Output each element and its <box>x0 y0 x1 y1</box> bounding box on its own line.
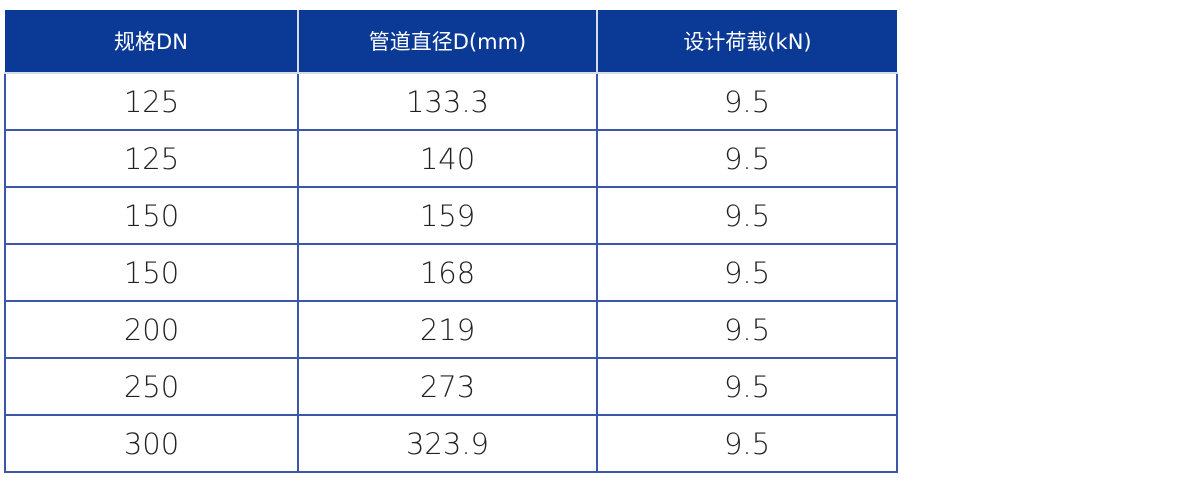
table-header: 规格DN 管道直径D(mm) 设计荷载(kN) <box>5 10 897 74</box>
table-cell: 133.3 <box>297 72 598 131</box>
table-row: 150 168 9.5 <box>4 243 898 302</box>
table-row: 200 219 9.5 <box>4 300 898 359</box>
table-row: 300 323.9 9.5 <box>4 414 898 473</box>
table-cell: 125 <box>4 72 299 131</box>
table-row: 125 133.3 9.5 <box>4 72 898 131</box>
table-cell: 273 <box>297 357 598 416</box>
table-cell: 9.5 <box>596 72 898 131</box>
table-cell: 323.9 <box>297 414 598 473</box>
table-cell: 168 <box>297 243 598 302</box>
table-cell: 9.5 <box>596 357 898 416</box>
spec-table: 规格DN 管道直径D(mm) 设计荷载(kN) 125 133.3 9.5 125 140 9… <box>4 10 898 473</box>
table-cell: 159 <box>297 186 598 245</box>
header-cell: 设计荷载(kN) <box>596 10 897 74</box>
table-row: 250 273 9.5 <box>4 357 898 416</box>
table-body: 125 133.3 9.5 125 140 9.5 150 159 9.5 150 168 9.5 20… <box>4 72 898 473</box>
table-cell: 9.5 <box>596 129 898 188</box>
header-cell: 管道直径D(mm) <box>297 10 598 74</box>
header-cell: 规格DN <box>5 10 299 74</box>
table-cell: 9.5 <box>596 414 898 473</box>
table-cell: 250 <box>4 357 299 416</box>
table-container: 规格DN 管道直径D(mm) 设计荷载(kN) 125 133.3 9.5 125 140 9… <box>4 10 898 473</box>
table-cell: 150 <box>4 186 299 245</box>
table-cell: 9.5 <box>596 243 898 302</box>
table-cell: 200 <box>4 300 299 359</box>
table-cell: 150 <box>4 243 299 302</box>
table-cell: 140 <box>297 129 598 188</box>
table-cell: 9.5 <box>596 186 898 245</box>
table-cell: 300 <box>4 414 299 473</box>
table-row: 150 159 9.5 <box>4 186 898 245</box>
table-cell: 219 <box>297 300 598 359</box>
header-row: 规格DN 管道直径D(mm) 设计荷载(kN) <box>5 10 897 74</box>
table-cell: 125 <box>4 129 299 188</box>
table-row: 125 140 9.5 <box>4 129 898 188</box>
table-cell: 9.5 <box>596 300 898 359</box>
